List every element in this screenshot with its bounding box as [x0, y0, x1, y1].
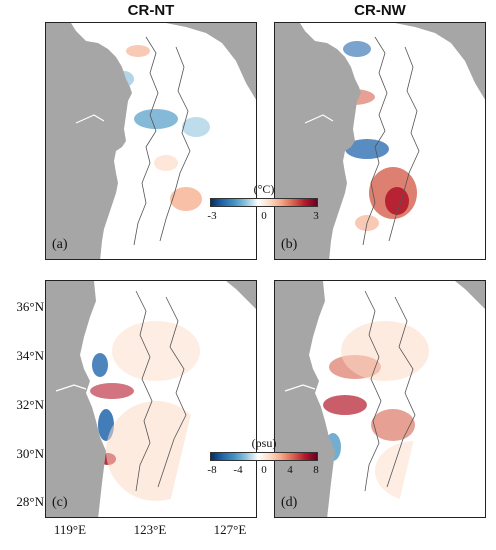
isobath-contour [135, 290, 153, 492]
anomaly-patch [323, 395, 367, 415]
anomaly-patch [170, 187, 202, 211]
river-line [55, 384, 87, 392]
isobath-contour [159, 46, 191, 242]
land-mass [166, 23, 256, 100]
anomaly-patch [90, 383, 134, 399]
isobath-contour [362, 36, 388, 246]
anomaly-patch [371, 409, 415, 441]
isobath-contour [133, 36, 159, 246]
panel-label-c: (c) [52, 495, 68, 510]
panel-label-d: (d) [281, 495, 298, 510]
panel-a: (a) [45, 22, 257, 260]
y-tick-32n: 32°N [16, 397, 44, 412]
isobath-contour [364, 290, 382, 492]
x-tick-119e: 119°E [53, 522, 87, 537]
anomaly-patch [341, 321, 429, 381]
salinity-colorbar: (psu) -8 -4 0 4 8 [207, 436, 318, 484]
salinity-colorbar-tick-0: 0 [261, 464, 267, 476]
land-mass [455, 281, 485, 309]
salinity-colorbar-tick-8: 8 [313, 464, 319, 476]
salinity-colorbar-tick-4: 4 [287, 464, 293, 476]
isobath-contour [388, 46, 420, 242]
panel-d-map [275, 281, 485, 517]
land-mass [395, 23, 485, 100]
temperature-colorbar-bar [210, 198, 318, 207]
anomaly-patch [134, 109, 178, 129]
panel-d: (d) [274, 280, 486, 518]
domain-mask [166, 351, 256, 517]
title-cr-nt: CR-NT [127, 2, 175, 19]
anomaly-patch [343, 41, 371, 57]
anomaly-patch [385, 187, 409, 215]
panel-a-map [46, 23, 256, 259]
land-mass [226, 281, 256, 309]
y-tick-30n: 30°N [16, 446, 44, 461]
anomaly-patch [92, 353, 108, 377]
river-line [75, 114, 105, 124]
river-line [284, 384, 316, 392]
river-line [304, 114, 334, 124]
temperature-colorbar: (°C) -3 0 3 [207, 182, 318, 230]
land-mass [46, 23, 132, 259]
y-tick-36n: 36°N [16, 299, 44, 314]
y-tick-28n: 28°N [16, 494, 44, 509]
temperature-colorbar-tick-min: -3 [207, 210, 217, 222]
anomaly-patch [154, 155, 178, 171]
salinity-colorbar-tick-m8: -8 [207, 464, 217, 476]
salinity-colorbar-tick-m4: -4 [233, 464, 243, 476]
salinity-colorbar-bar [210, 452, 318, 461]
isobath-contour [386, 296, 416, 488]
panel-c-map [46, 281, 256, 517]
anomaly-patch [182, 117, 210, 137]
temperature-colorbar-tick-zero: 0 [261, 210, 267, 222]
panel-c: (c) [45, 280, 257, 518]
anomaly-patch [345, 139, 389, 159]
land-mass [46, 281, 106, 517]
temperature-colorbar-tick-max: 3 [313, 210, 319, 222]
title-cr-nw: CR-NW [354, 2, 406, 19]
y-tick-34n: 34°N [16, 348, 44, 363]
temperature-colorbar-unit: (°C) [253, 182, 275, 196]
x-tick-127e: 127°E [213, 522, 247, 537]
panel-label-b: (b) [281, 237, 298, 252]
domain-mask [395, 351, 485, 517]
isobath-contour [157, 296, 187, 488]
anomaly-patch [126, 45, 150, 57]
x-tick-123e: 123°E [133, 522, 167, 537]
salinity-colorbar-unit: (psu) [251, 436, 277, 450]
panel-label-a: (a) [52, 237, 68, 252]
anomaly-patch [112, 321, 200, 381]
